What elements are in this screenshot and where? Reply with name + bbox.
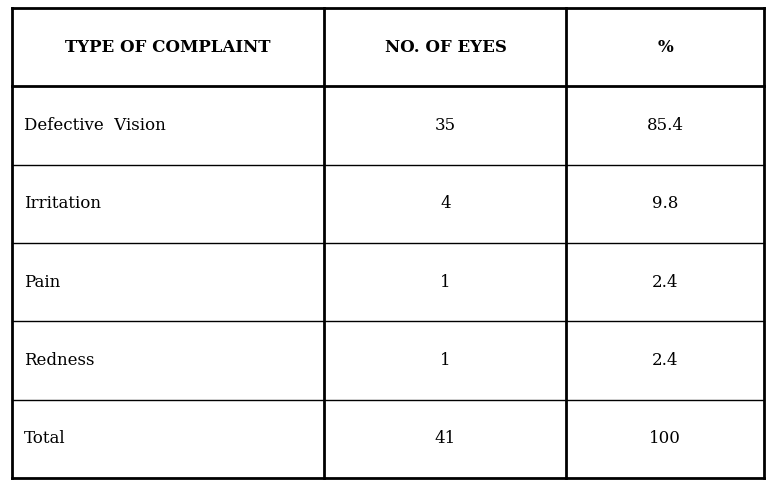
Text: TYPE OF COMPLAINT: TYPE OF COMPLAINT [65,39,271,56]
Text: 100: 100 [650,430,681,447]
Text: %: % [657,39,673,56]
Text: 85.4: 85.4 [646,117,684,134]
Text: 41: 41 [435,430,456,447]
Text: 1: 1 [440,352,451,369]
Text: Redness: Redness [24,352,95,369]
Text: NO. OF EYES: NO. OF EYES [385,39,507,56]
Text: Defective  Vision: Defective Vision [24,117,166,134]
Text: 2.4: 2.4 [652,352,678,369]
Text: Irritation: Irritation [24,195,101,212]
Text: 9.8: 9.8 [652,195,678,212]
Text: 35: 35 [435,117,456,134]
Text: 2.4: 2.4 [652,274,678,291]
Text: Pain: Pain [24,274,61,291]
Text: Total: Total [24,430,66,447]
Text: 1: 1 [440,274,451,291]
Text: 4: 4 [440,195,451,212]
